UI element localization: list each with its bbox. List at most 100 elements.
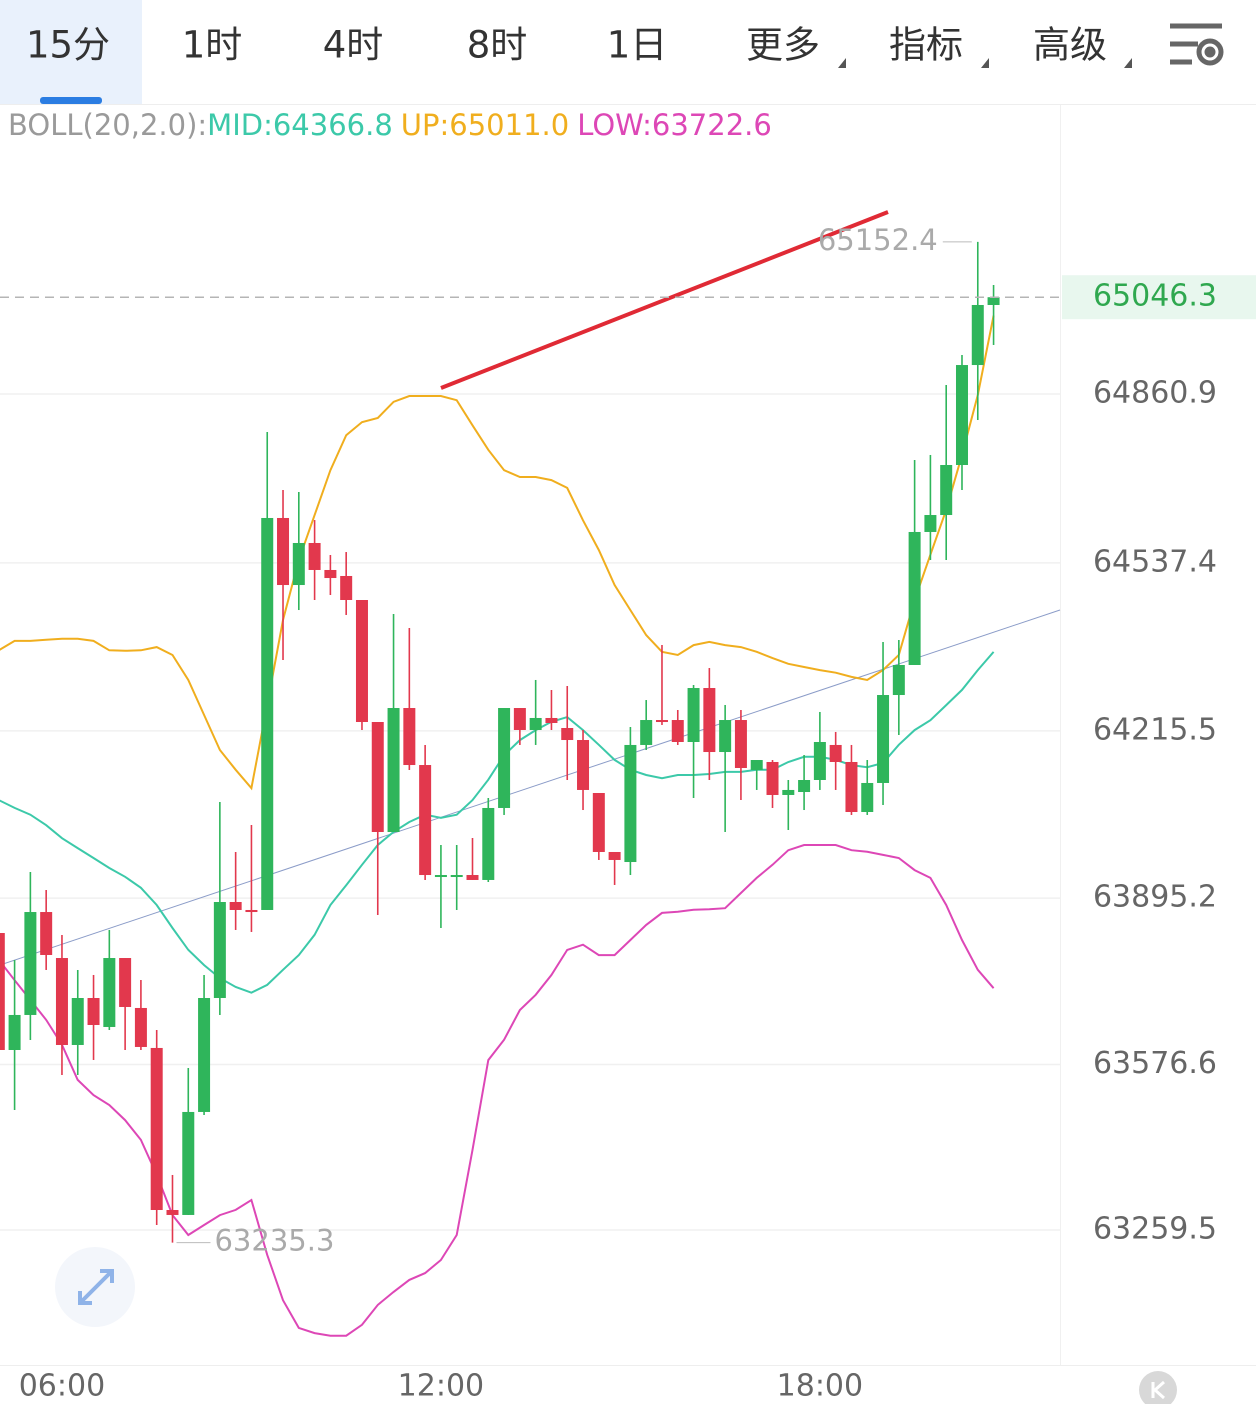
last-price-box (1062, 275, 1256, 320)
candle-body (892, 664, 905, 696)
candle-body (71, 998, 84, 1045)
x-tick-label: 18:00 (777, 1369, 863, 1404)
candle-body (466, 875, 479, 880)
candle-body (513, 708, 526, 730)
candle-body (640, 720, 653, 745)
y-tick-label: 63576.6 (1093, 1046, 1217, 1081)
candle-body (24, 912, 37, 1015)
high-label: 65152.4 (818, 223, 938, 257)
indicator-label: BOLL(20,2.0): (8, 108, 207, 142)
drawn-trend-line (0, 609, 1061, 966)
tab[interactable]: 1日 (607, 24, 668, 67)
candle-body (87, 998, 100, 1025)
candle-body (719, 720, 732, 753)
candle-body (245, 909, 258, 913)
settings-icon[interactable] (1170, 23, 1224, 66)
candle-body (0, 933, 5, 1050)
low-label: 63235.3 (214, 1224, 334, 1258)
active-tab-bg (0, 0, 142, 104)
candle-body (403, 708, 416, 766)
tab[interactable]: 1时 (182, 24, 243, 67)
candle-body (371, 722, 384, 832)
candles (0, 241, 1000, 1243)
candle-body (924, 515, 937, 532)
candle-body (103, 958, 116, 1027)
y-tick-label: 63895.2 (1093, 880, 1217, 915)
tab[interactable]: 4时 (323, 24, 384, 67)
tab[interactable]: 高级 (1033, 24, 1107, 67)
y-tick-label: 64215.5 (1093, 712, 1217, 747)
candle-body (971, 304, 984, 366)
candle-body (182, 1111, 195, 1215)
grid: 64860.9 64537.4 64215.5 63895.2 63576.6 63259… (0, 376, 1217, 1404)
candle-body (687, 688, 700, 742)
candle-body (955, 365, 968, 465)
bollinger-lines (0, 315, 995, 1337)
candle-body (529, 717, 542, 730)
candle-body (545, 717, 558, 723)
candle-body (324, 569, 337, 579)
tab[interactable]: 15分 (26, 24, 110, 67)
low-label: LOW:63722.6 (577, 108, 772, 142)
y-tick-label: 63259.5 (1093, 1212, 1217, 1247)
y-tick-label: 64860.9 (1093, 376, 1217, 411)
x-tick-label: 06:00 (19, 1369, 105, 1404)
candle-body (655, 720, 668, 723)
candle-body (750, 760, 763, 770)
bollinger-line (0, 844, 995, 1337)
candle-body (450, 875, 463, 878)
candle-body (498, 708, 511, 808)
candle-body (877, 695, 890, 783)
candle-body (150, 1047, 163, 1211)
last-price-label: 65046.3 (1093, 279, 1217, 314)
bollinger-line (0, 651, 995, 994)
candle-body (277, 517, 290, 586)
candle-body (213, 902, 226, 999)
candle-body (8, 1014, 21, 1050)
dropdown-markers (838, 58, 1132, 68)
candle-body (40, 912, 53, 955)
candle-body (55, 958, 68, 1045)
y-tick-label: 64537.4 (1093, 544, 1217, 579)
annotations: 65152.4 63235.3 65046.3 (0, 223, 1256, 1258)
tab[interactable]: 指标 (889, 24, 963, 67)
mid-label: MID:64366.8 (207, 108, 393, 142)
candle-body (608, 851, 621, 860)
x-tick-label: 12:00 (398, 1369, 484, 1404)
candle-body (198, 998, 211, 1112)
candle-body (766, 761, 779, 795)
up-label: UP:65011.0 (401, 108, 569, 142)
candle-body (813, 741, 826, 780)
tab[interactable]: 8时 (467, 24, 528, 67)
candle-body (592, 792, 605, 852)
candle-body (482, 807, 495, 880)
k-icon (1151, 1380, 1165, 1400)
tab-bar: 15分 1时 4时 8时 1日 更多 指标 高级 (26, 24, 1107, 67)
candle-body (355, 600, 368, 723)
candle-body (845, 761, 858, 813)
candle-body (340, 575, 353, 600)
candle-body (987, 297, 1000, 305)
candle-body (577, 740, 590, 790)
tab[interactable]: 更多 (746, 24, 820, 67)
indicator-legend: BOLL(20,2.0):MID:64366.8 UP:65011.0 LOW:63… (8, 108, 772, 142)
candle-body (671, 720, 684, 742)
candle-body (908, 531, 921, 665)
candle-body (119, 958, 132, 1007)
candle-body (940, 465, 953, 516)
candle-body (624, 744, 637, 863)
candle-body (798, 780, 811, 793)
expand-icon (78, 1269, 114, 1305)
candle-body (829, 744, 842, 762)
candle-body (387, 708, 400, 832)
candle-body (166, 1210, 179, 1215)
candle-body (782, 789, 795, 795)
bollinger-line (0, 315, 995, 791)
candle-body (292, 542, 305, 586)
candle-body (703, 688, 716, 753)
candle-body (261, 517, 274, 910)
active-tab-indicator (40, 97, 102, 104)
candle-body (229, 902, 242, 910)
